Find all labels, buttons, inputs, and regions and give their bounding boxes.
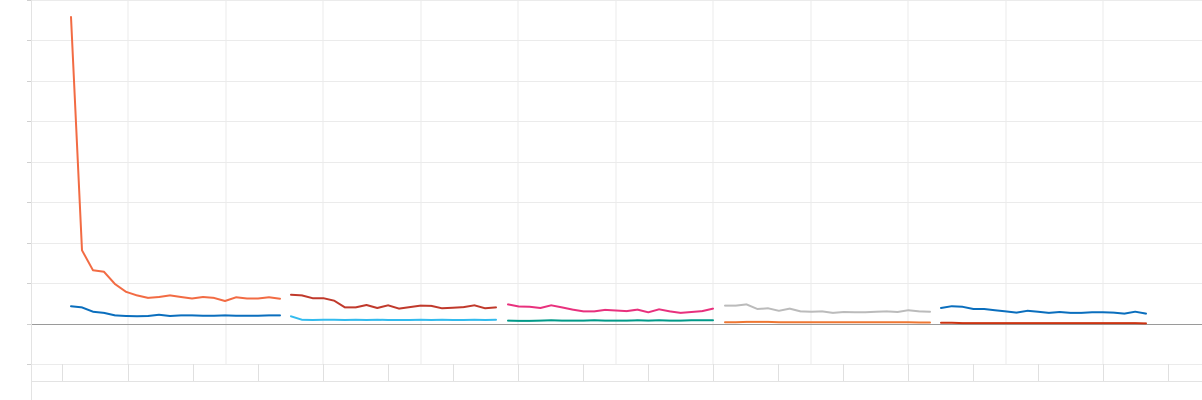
series-line-2-2 [290, 315, 497, 321]
grid [31, 0, 1202, 365]
series-lines [70, 16, 1147, 325]
series-line-1-2 [70, 305, 281, 318]
series-line-3-2 [507, 319, 714, 322]
series-line-2-1 [290, 293, 497, 310]
series-line-5-1 [940, 305, 1147, 315]
series-line-4-1 [724, 303, 931, 314]
axes [27, 0, 1202, 400]
series-line-1-1 [70, 16, 281, 302]
series-line-4-2 [724, 320, 931, 324]
series-line-5-2 [940, 321, 1147, 325]
series-line-3-1 [507, 303, 714, 314]
